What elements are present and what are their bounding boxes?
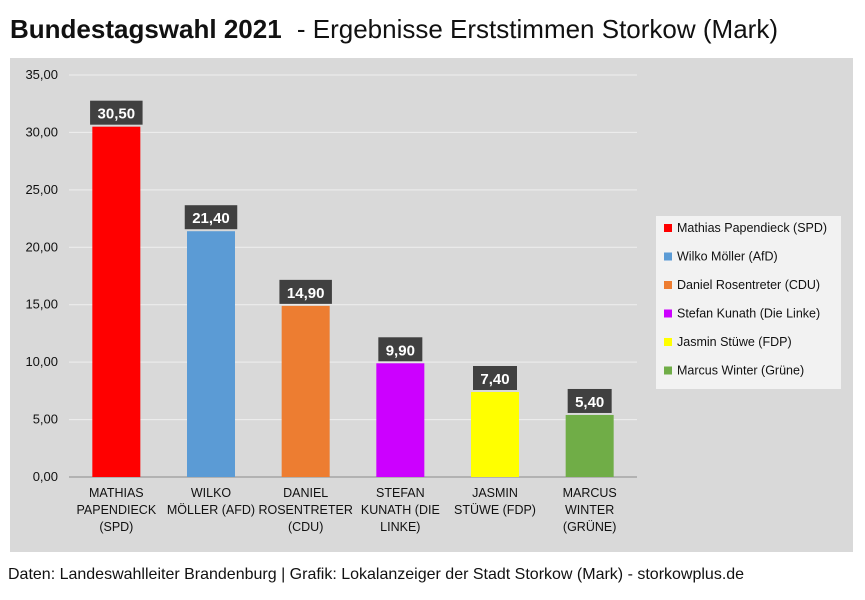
y-tick-label: 30,00	[25, 124, 58, 139]
data-label-box	[378, 337, 423, 362]
legend-entry: Daniel Rosentreter (CDU)	[677, 278, 820, 292]
category-label: (SPD)	[99, 520, 133, 534]
category-label: KUNATH (DIE	[361, 503, 440, 517]
legend-swatch	[664, 366, 672, 375]
category-label: STEFAN	[376, 486, 425, 500]
category-label: MARCUS	[563, 486, 617, 500]
bar[interactable]	[471, 392, 519, 477]
data-label: 9,90	[386, 342, 415, 359]
source-footer: Daten: Landeswahlleiter Brandenburg | Gr…	[8, 566, 745, 583]
bar[interactable]	[187, 231, 235, 477]
legend-swatch	[664, 309, 672, 318]
chart-area: 0,00 5,00 10,00 15,00 20,00 25,00 30,00 35,00 30…	[10, 58, 853, 552]
data-label: 7,40	[480, 371, 509, 388]
legend-entry: Stefan Kunath (Die Linke)	[677, 307, 820, 321]
data-label-box	[567, 388, 612, 413]
bar[interactable]	[281, 305, 330, 477]
legend-entry: Wilko Möller (AfD)	[677, 250, 778, 264]
data-label-box	[184, 205, 238, 230]
legend-box	[656, 216, 841, 389]
category-label: LINKE)	[380, 520, 420, 534]
bar[interactable]	[565, 414, 614, 477]
data-label-box	[473, 366, 517, 391]
data-label: 14,90	[287, 285, 325, 302]
bar-chart: 0,00 5,00 10,00 15,00 20,00 25,00 30,00 35,00 30…	[25, 67, 841, 534]
legend-swatch	[664, 224, 672, 232]
category-label: JASMIN	[472, 486, 518, 500]
y-tick-label: 35,00	[25, 67, 58, 82]
category-label: (CDU)	[288, 520, 323, 534]
data-label-box	[279, 279, 332, 304]
category-label: ROSENTRETER	[258, 503, 352, 517]
legend-swatch	[664, 338, 672, 346]
y-tick-label: 20,00	[25, 239, 58, 254]
category-label: WILKO	[191, 486, 232, 500]
y-tick-label: 0,00	[33, 469, 58, 484]
legend-entry: Marcus Winter (Grüne)	[677, 364, 804, 378]
data-label: 21,40	[192, 210, 230, 227]
category-label: DANIEL	[283, 486, 328, 500]
legend-swatch	[664, 252, 672, 261]
category-label: (GRÜNE)	[563, 520, 616, 534]
category-label: WINTER	[565, 503, 614, 517]
y-tick-label: 10,00	[25, 354, 58, 369]
bar[interactable]	[376, 363, 425, 477]
data-label: 5,40	[575, 394, 604, 411]
chart-title: Bundestagswahl 2021 - Ergebnisse Erststi…	[10, 14, 855, 50]
data-label-box	[90, 100, 143, 125]
legend-entry: Jasmin Stüwe (FDP)	[677, 335, 792, 349]
data-label: 30,50	[98, 106, 136, 123]
y-tick-label: 25,00	[25, 182, 58, 197]
y-tick-label: 5,00	[33, 412, 58, 427]
category-label: MATHIAS	[89, 486, 144, 500]
bar[interactable]	[92, 126, 141, 477]
category-label: STÜWE (FDP)	[454, 503, 536, 517]
title-bold: Bundestagswahl 2021	[10, 14, 282, 44]
category-label: PAPENDIECK	[77, 503, 157, 517]
legend-swatch	[664, 281, 672, 289]
legend-entry: Mathias Papendieck (SPD)	[677, 221, 827, 235]
title-rest: - Ergebnisse Erststimmen Storkow (Mark)	[289, 14, 778, 44]
y-tick-label: 15,00	[25, 297, 58, 312]
category-label: MÖLLER (AFD)	[167, 503, 255, 517]
